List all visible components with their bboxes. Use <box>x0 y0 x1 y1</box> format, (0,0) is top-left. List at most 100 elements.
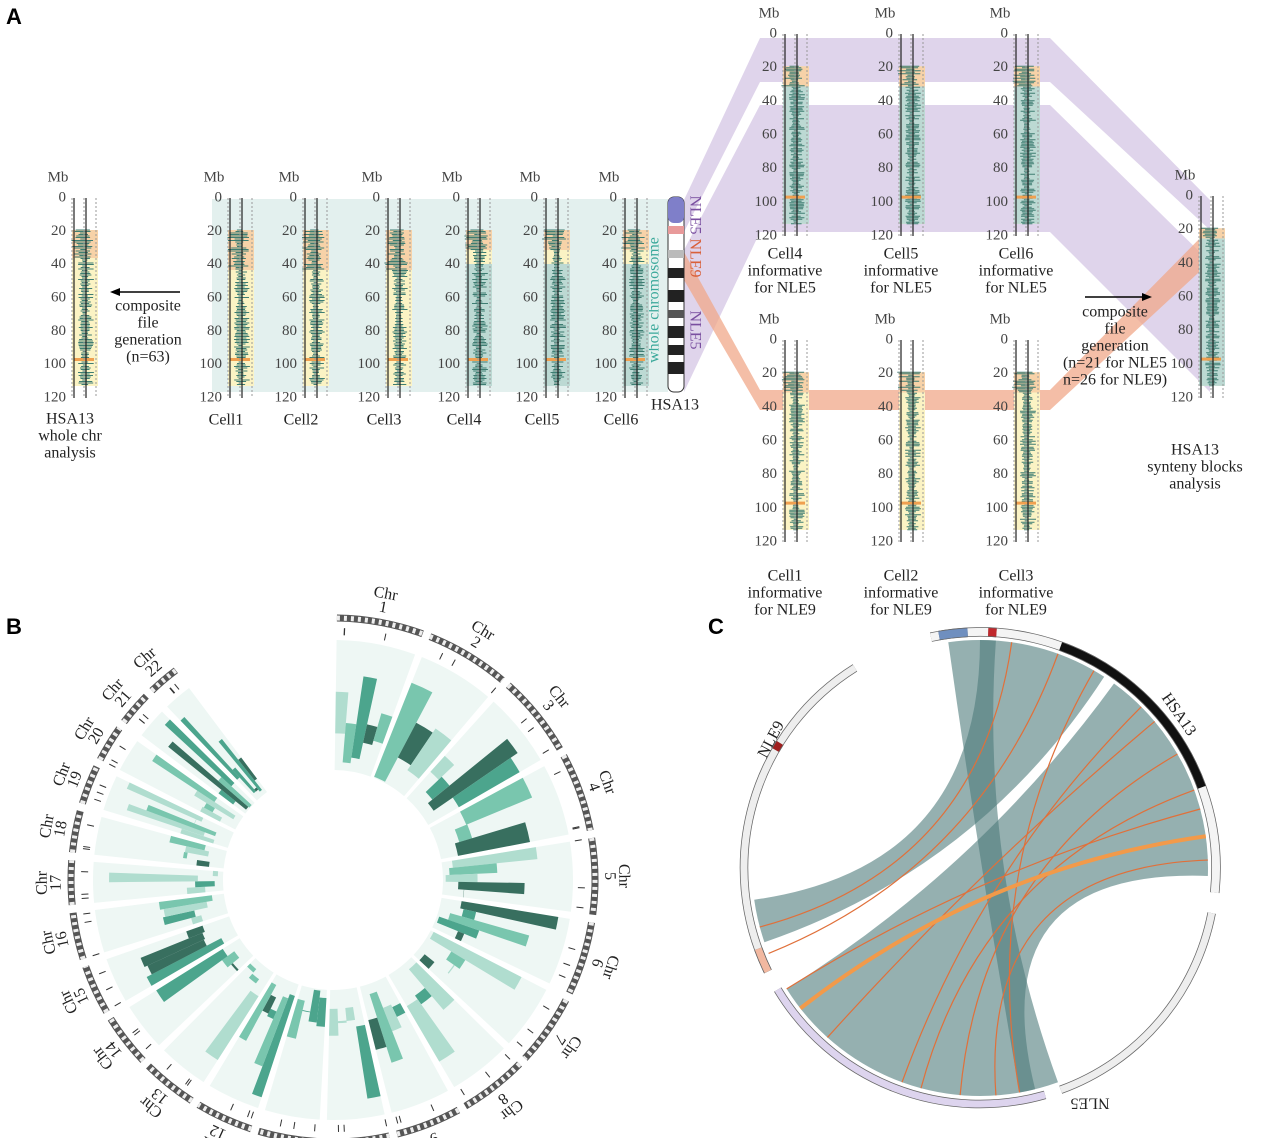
y-tick-label: 0 <box>886 331 894 347</box>
synteny-bands <box>212 38 1210 410</box>
sector-bar <box>445 873 478 883</box>
y-tick-label: 0 <box>1186 187 1194 203</box>
axis-unit: Mb <box>759 5 780 21</box>
y-tick-label: 0 <box>886 25 894 41</box>
y-tick-label: 120 <box>595 389 618 405</box>
y-tick-label: 60 <box>282 289 297 305</box>
sector-bar <box>460 901 559 930</box>
marker <box>111 759 118 764</box>
sector-bar <box>397 722 433 766</box>
y-tick-label: 40 <box>1178 255 1193 271</box>
sector-bar <box>180 717 240 780</box>
y-tick-label: 120 <box>871 533 894 549</box>
marker <box>92 953 100 957</box>
ideogram-arc <box>69 810 83 853</box>
chromosome-label: 12 <box>207 1121 229 1138</box>
marker <box>460 1088 465 1096</box>
marker <box>169 687 175 694</box>
marker <box>145 1043 152 1050</box>
y-tick-label: 100 <box>44 356 67 372</box>
y-tick-label: 20 <box>762 59 777 75</box>
y-tick-label: 0 <box>453 189 461 205</box>
y-tick-label: 40 <box>762 399 777 415</box>
y-tick-label: 100 <box>595 356 618 372</box>
y-tick-label: 40 <box>445 256 460 272</box>
sector-bar <box>454 822 531 856</box>
caption: informative <box>864 263 939 280</box>
y-tick-label: 120 <box>755 533 778 549</box>
axis-unit: Mb <box>204 169 225 185</box>
caption: analysis <box>1169 476 1221 493</box>
y-tick-label: 100 <box>986 194 1009 210</box>
sector-bar <box>335 691 349 734</box>
chromosome-sector <box>94 816 227 869</box>
sector-bar <box>337 1020 347 1024</box>
sector-bar <box>329 1008 339 1036</box>
chromosome-label: Chr <box>38 928 60 956</box>
link-line <box>901 706 1142 1083</box>
panel-label: C <box>708 614 724 639</box>
ideogram-arc <box>464 1062 522 1109</box>
chromosome-label: 17 <box>48 875 65 891</box>
marker <box>119 745 126 751</box>
sector-bar <box>163 901 208 917</box>
marker <box>398 1115 402 1123</box>
caption: informative <box>979 263 1054 280</box>
y-tick-label: 60 <box>993 432 1008 448</box>
sector-bar <box>406 999 455 1062</box>
sector-bar <box>425 776 450 800</box>
marker <box>490 687 497 694</box>
ideogram-label: NLE9 <box>686 238 703 277</box>
y-tick-label: 120 <box>1171 389 1194 405</box>
y-tick-label: 0 <box>215 189 223 205</box>
marker <box>572 827 580 830</box>
ideogram-arc <box>197 1102 252 1132</box>
caption: Cell2 <box>884 568 919 585</box>
marker <box>87 824 95 827</box>
chromosome-label: 19 <box>64 769 86 790</box>
ideogram-arc <box>1059 912 1216 1094</box>
marker <box>395 1116 399 1124</box>
marker <box>84 920 92 923</box>
y-tick-label: 60 <box>762 126 777 142</box>
nle5-band <box>684 105 1210 392</box>
chromosome-label: 8 <box>495 1089 512 1107</box>
caption: Cell4 <box>768 246 803 263</box>
arrow-head <box>110 288 120 296</box>
ideogram-arc <box>360 1133 390 1138</box>
ideogram-label: NLE5 <box>686 195 703 234</box>
y-tick-label: 0 <box>770 25 778 41</box>
ideogram-arc <box>589 837 598 915</box>
y-tick-label: 80 <box>51 323 66 339</box>
sector-bar <box>454 824 473 843</box>
y-tick-label: 20 <box>762 365 777 381</box>
sector-bar <box>205 990 259 1061</box>
y-tick-label: 40 <box>207 256 222 272</box>
sector-bar <box>183 851 188 859</box>
y-tick-label: 120 <box>358 389 381 405</box>
sector-bar <box>351 676 378 760</box>
marker <box>542 1005 550 1010</box>
y-tick-label: 20 <box>993 365 1008 381</box>
ideogram-cap <box>668 197 684 223</box>
sector-bar <box>232 767 256 794</box>
sector-bar <box>126 804 205 837</box>
y-tick-label: 120 <box>755 227 778 243</box>
caption: whole chr <box>38 428 102 445</box>
sector-bar <box>194 790 236 820</box>
caption: for NLE9 <box>870 602 932 619</box>
y-tick-label: 120 <box>871 227 894 243</box>
axis-unit: Mb <box>599 169 620 185</box>
y-tick-label: 80 <box>993 466 1008 482</box>
caption: Cell6 <box>999 246 1034 263</box>
arc-label: NLE5 <box>1070 1094 1109 1111</box>
sector-bar <box>446 951 466 969</box>
panel-label: A <box>6 4 22 29</box>
chromosome-sector <box>209 974 299 1108</box>
sector-bar <box>186 925 205 939</box>
y-tick-label: 120 <box>275 389 298 405</box>
sector-bar <box>419 954 435 969</box>
sector-bar <box>454 931 465 942</box>
sector-bar <box>218 777 252 808</box>
